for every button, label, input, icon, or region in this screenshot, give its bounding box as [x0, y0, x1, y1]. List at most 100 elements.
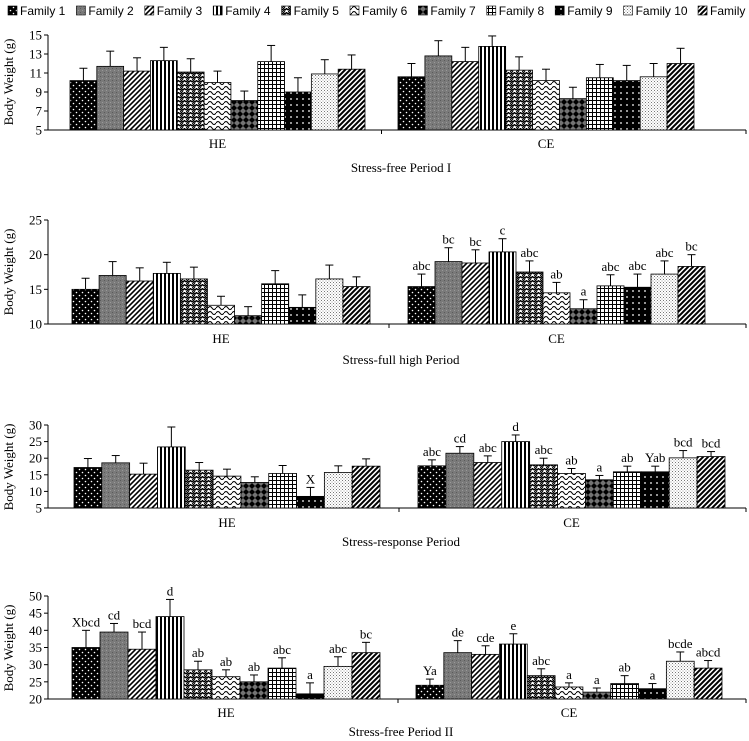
data-label: a — [566, 667, 572, 682]
bar — [569, 308, 598, 325]
legend-item: Family 11 — [697, 4, 749, 18]
bar — [239, 681, 269, 700]
bar — [179, 278, 208, 325]
bar — [184, 469, 214, 509]
legend-swatch — [144, 5, 155, 16]
y-tick-label: 45 — [29, 606, 42, 621]
panel-title: Stress-response Period — [342, 534, 461, 549]
data-label: ab — [220, 654, 232, 669]
bar — [557, 473, 586, 509]
bar — [240, 482, 270, 509]
data-label: bcde — [668, 636, 693, 651]
bar — [183, 669, 213, 700]
legend-item: Family 7 — [418, 4, 476, 18]
bar — [532, 80, 560, 131]
y-tick-label: 10 — [29, 317, 42, 332]
y-tick-label: 15 — [29, 28, 42, 43]
legend-label: Family 2 — [88, 4, 134, 18]
y-tick-label: 20 — [29, 451, 42, 466]
bar — [295, 693, 325, 700]
y-axis-title: Body Weight (g) — [1, 229, 16, 316]
legend-label: Family 6 — [362, 4, 408, 18]
bar — [582, 691, 612, 700]
data-label: bcd — [702, 436, 721, 451]
y-axis-title: Body Weight (g) — [1, 39, 16, 126]
bar — [461, 262, 490, 325]
data-label: ab — [550, 266, 562, 281]
data-label: a — [307, 667, 313, 682]
y-tick-label: 5 — [36, 501, 43, 516]
bar — [693, 667, 723, 700]
bar — [125, 280, 154, 325]
bar — [96, 65, 125, 131]
bar — [640, 471, 670, 509]
legend-swatch — [212, 5, 223, 16]
data-label: cd — [454, 431, 467, 446]
y-tick-label: 35 — [29, 640, 42, 655]
bar — [257, 61, 285, 131]
bar — [407, 286, 436, 325]
legend-label: Family 1 — [20, 4, 66, 18]
bar — [267, 667, 297, 700]
data-label: cd — [108, 607, 121, 622]
y-tick-label: 20 — [29, 692, 42, 707]
bar — [323, 472, 353, 509]
bar — [342, 286, 371, 325]
bar — [268, 473, 297, 509]
bar — [445, 452, 475, 509]
y-tick-label: 10 — [29, 484, 42, 499]
bar — [473, 462, 503, 509]
y-tick-label: 15 — [29, 282, 42, 297]
x-tick-label: CE — [538, 136, 555, 151]
x-tick-label: HE — [209, 136, 226, 151]
chart-panel: 5 7 9 11 13 15 Body Weight (g) HE CE Stress-free … — [1, 28, 747, 175]
data-label: Xbcd — [72, 614, 101, 629]
y-tick-label: 25 — [29, 434, 42, 449]
data-label: cde — [477, 630, 495, 645]
bar — [203, 82, 232, 131]
bar — [668, 457, 698, 509]
y-tick-label: 15 — [29, 467, 42, 482]
x-tick-label: CE — [548, 331, 565, 346]
bar — [596, 285, 625, 325]
bar — [501, 441, 531, 509]
bar — [488, 251, 517, 325]
bar — [127, 648, 157, 700]
legend-label: Family 3 — [157, 4, 203, 18]
bar — [424, 55, 453, 131]
data-label: d — [512, 419, 519, 434]
bar — [559, 98, 587, 131]
bar — [157, 446, 186, 509]
bar — [207, 304, 235, 325]
y-tick-label: 30 — [29, 418, 42, 433]
bar — [152, 272, 181, 325]
y-tick-label: 40 — [29, 623, 42, 638]
data-label: X — [306, 471, 316, 486]
bar — [337, 68, 366, 131]
chart-panel: 10 15 20 25 Body Weight (g) HE CE Stress-full h… — [1, 213, 747, 367]
bar — [417, 465, 447, 509]
legend-item: Family 5 — [281, 4, 339, 18]
bar — [98, 275, 127, 325]
y-tick-label: 25 — [29, 674, 42, 689]
bar — [155, 616, 185, 700]
data-label: abc — [423, 444, 441, 459]
bar — [261, 283, 290, 325]
y-axis-title: Body Weight (g) — [1, 605, 16, 692]
x-tick-label: CE — [561, 705, 578, 720]
bar — [71, 647, 101, 700]
bar — [150, 60, 178, 131]
legend-label: Family 9 — [567, 4, 613, 18]
bar — [529, 464, 558, 509]
y-tick-label: 13 — [29, 47, 42, 62]
legend-swatch — [281, 5, 291, 16]
legend-swatch — [418, 5, 428, 16]
y-tick-label: 11 — [29, 66, 42, 81]
bar — [610, 683, 639, 700]
bar — [638, 688, 667, 700]
bar — [677, 266, 706, 325]
panel-title: Stress-full high Period — [343, 352, 460, 367]
legend-label: Family 11 — [710, 4, 749, 18]
panel-title: Stress-free Period II — [349, 724, 454, 739]
